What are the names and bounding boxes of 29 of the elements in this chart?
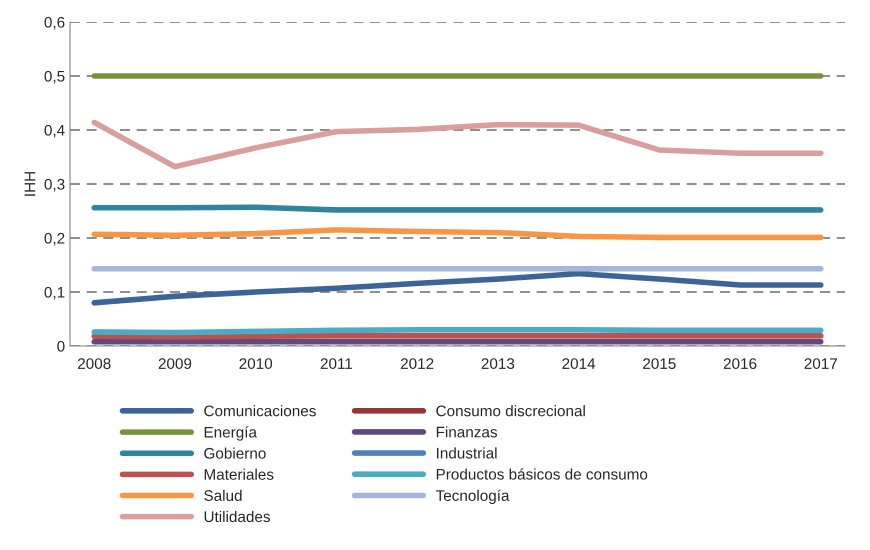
legend-label: Utilidades [204, 510, 270, 522]
x-tick-label: 2012 [400, 358, 434, 370]
x-tick-label: 2013 [482, 358, 514, 370]
legend-label: Gobierno [204, 448, 266, 459]
x-tick-label: 2009 [158, 358, 192, 370]
y-tick-label: 0 [57, 340, 65, 352]
y-tick-label: 0,6 [44, 16, 64, 30]
legend-label: Tecnología [436, 490, 510, 504]
y-tick-label: 0,2 [44, 232, 64, 246]
legend-label: Productos básicos de consumo [436, 468, 648, 480]
legend-label: Finanzas [436, 426, 498, 438]
x-tick-label: 2017 [804, 358, 838, 370]
x-tick-label: 2014 [562, 358, 596, 370]
x-tick-label: 2010 [239, 358, 272, 370]
x-tick-label: 2015 [643, 358, 676, 370]
legend-label: Industrial [436, 447, 497, 459]
x-tick-label: 2008 [78, 358, 111, 370]
legend-label: Energía [204, 426, 257, 441]
legend-label: Consumo discrecional [436, 405, 585, 416]
legend-label: Comunicaciones [204, 405, 316, 416]
legend-label: Salud [204, 490, 242, 501]
y-tick-label: 0,4 [44, 124, 65, 138]
x-tick-label: 2016 [724, 358, 756, 370]
y-axis-title: IHH [24, 172, 36, 196]
legend-label: Materiales [204, 468, 274, 480]
y-tick-label: 0,5 [44, 70, 64, 84]
x-tick-label: 2011 [320, 358, 352, 370]
y-tick-label: 0,1 [44, 286, 64, 300]
y-tick-label: 0,3 [44, 178, 64, 192]
